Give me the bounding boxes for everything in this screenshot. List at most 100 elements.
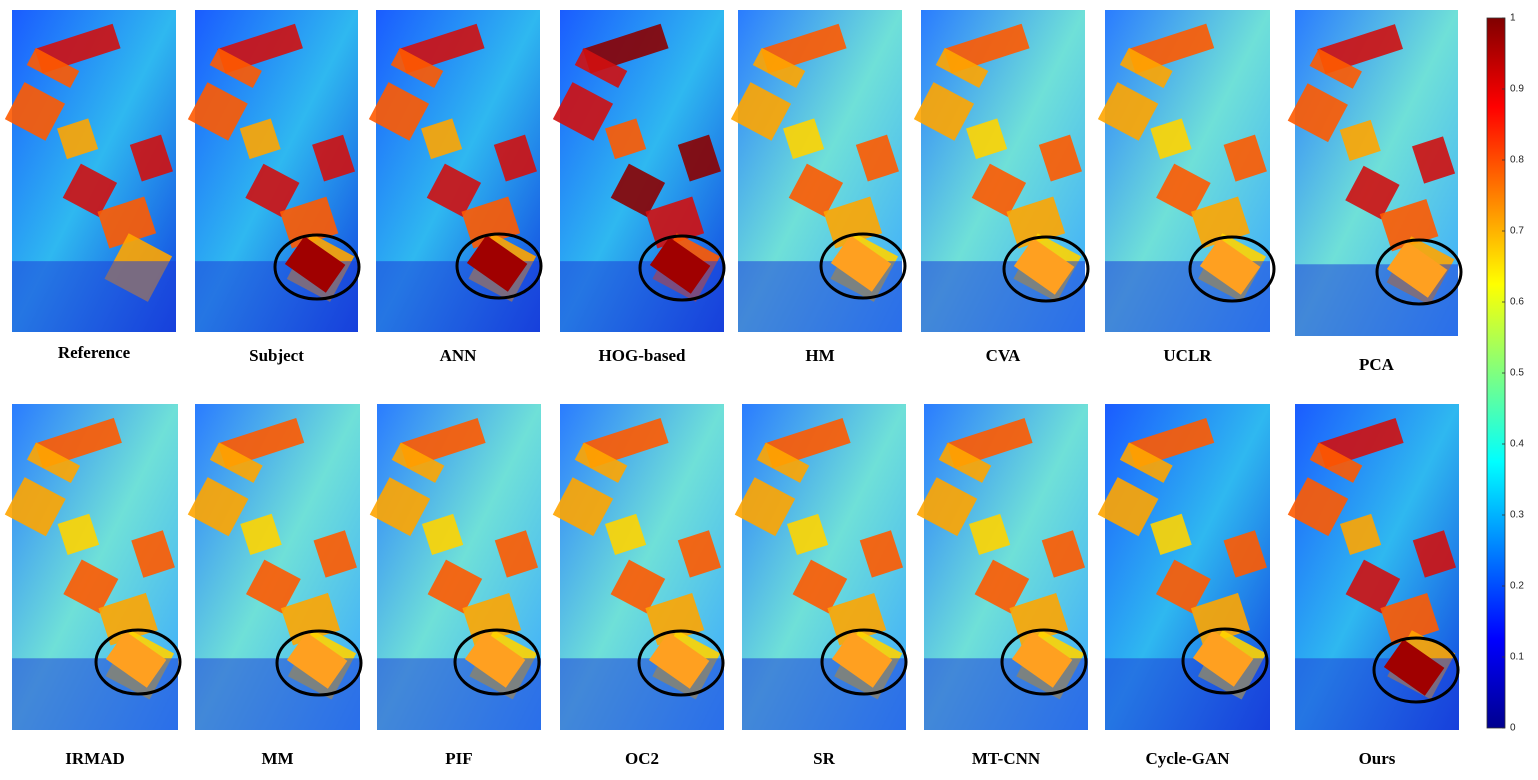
- field: [1345, 165, 1400, 220]
- panel-label: UCLR: [1163, 346, 1212, 365]
- field: [1380, 592, 1440, 646]
- field: [574, 442, 628, 483]
- result-image: [552, 10, 726, 332]
- result-image: [187, 10, 361, 332]
- result-image: [916, 404, 1088, 730]
- panel-label: HM: [805, 346, 834, 365]
- changed-field: [105, 631, 167, 688]
- result-image: [4, 404, 182, 730]
- field: [240, 513, 282, 556]
- field: [1339, 119, 1381, 161]
- colorbar-tick-label: 0.7: [1510, 226, 1524, 237]
- field: [792, 559, 848, 614]
- changed-field: [830, 235, 892, 292]
- field: [552, 477, 614, 537]
- field: [859, 530, 904, 578]
- field: [610, 559, 666, 614]
- colorbar-tick-label: 0.9: [1510, 84, 1524, 95]
- field: [605, 118, 647, 160]
- field: [62, 163, 118, 218]
- field: [1287, 477, 1349, 537]
- field: [57, 513, 100, 556]
- result-image: [1287, 10, 1463, 336]
- changed-field: [284, 236, 346, 293]
- field: [426, 163, 482, 218]
- result-image: [4, 10, 176, 332]
- colorbar-tick-label: 0.6: [1510, 297, 1524, 308]
- changed-field: [831, 631, 893, 688]
- field: [1309, 442, 1363, 483]
- result-image: [913, 10, 1090, 332]
- highlight-ellipse: [637, 629, 725, 697]
- field: [1097, 477, 1159, 537]
- field: [1119, 47, 1173, 89]
- field: [752, 47, 806, 89]
- highlight-ellipse: [273, 233, 361, 301]
- field: [1412, 136, 1456, 184]
- field: [421, 513, 464, 555]
- field: [187, 477, 249, 537]
- colorbar-tick-label: 0.3: [1510, 510, 1524, 521]
- highlight-ellipse: [1188, 235, 1276, 303]
- field: [4, 477, 66, 537]
- field: [239, 118, 281, 160]
- colorbar-tick-label: 0: [1510, 723, 1516, 734]
- field: [98, 592, 158, 646]
- panel-label: Reference: [58, 343, 131, 362]
- colorbar-tick-label: 0.5: [1510, 368, 1524, 379]
- field: [63, 559, 119, 614]
- result-image: [1097, 404, 1270, 730]
- panel-label: CVA: [986, 346, 1021, 365]
- lowland: [12, 261, 176, 332]
- result-image: [1287, 404, 1460, 730]
- panel-label: SR: [813, 749, 835, 768]
- field: [131, 530, 175, 578]
- field: [1223, 530, 1267, 578]
- changed-field: [648, 632, 710, 689]
- field: [1345, 559, 1401, 614]
- field: [1339, 513, 1382, 555]
- field: [971, 163, 1027, 218]
- field: [1038, 134, 1082, 182]
- colorbar-tick-label: 1: [1510, 13, 1516, 24]
- field: [4, 82, 66, 141]
- field: [938, 442, 992, 483]
- field: [26, 47, 80, 89]
- field: [1309, 48, 1362, 89]
- field: [1287, 83, 1348, 143]
- field: [935, 47, 989, 89]
- field: [494, 530, 539, 578]
- field: [26, 442, 81, 484]
- field: [312, 134, 356, 182]
- field: [57, 118, 99, 160]
- field: [677, 530, 722, 578]
- result-image: [1097, 10, 1276, 332]
- field: [730, 82, 792, 141]
- panel-label: PIF: [445, 749, 472, 768]
- changed-field: [1011, 631, 1073, 688]
- panel-label: Ours: [1359, 749, 1396, 768]
- panel-label: Subject: [249, 346, 304, 365]
- highlight-ellipse: [453, 628, 541, 696]
- field: [313, 530, 357, 578]
- field: [788, 163, 844, 218]
- changed-field: [286, 632, 348, 689]
- highlight-ellipse: [638, 234, 726, 302]
- result-image: [368, 10, 543, 332]
- field: [97, 196, 157, 249]
- field: [368, 82, 430, 141]
- highlight-ellipse: [1000, 628, 1088, 696]
- highlight-ellipse: [1002, 235, 1090, 303]
- highlight-ellipse: [1375, 238, 1463, 306]
- changed-field: [466, 235, 528, 292]
- result-image: [734, 404, 908, 730]
- result-image: [552, 404, 725, 730]
- highlight-ellipse: [820, 628, 908, 696]
- field: [245, 163, 300, 217]
- panel-label: IRMAD: [65, 749, 125, 768]
- field: [129, 134, 173, 182]
- panel-label: ANN: [440, 346, 478, 365]
- changed-field: [649, 237, 711, 294]
- field: [245, 559, 301, 614]
